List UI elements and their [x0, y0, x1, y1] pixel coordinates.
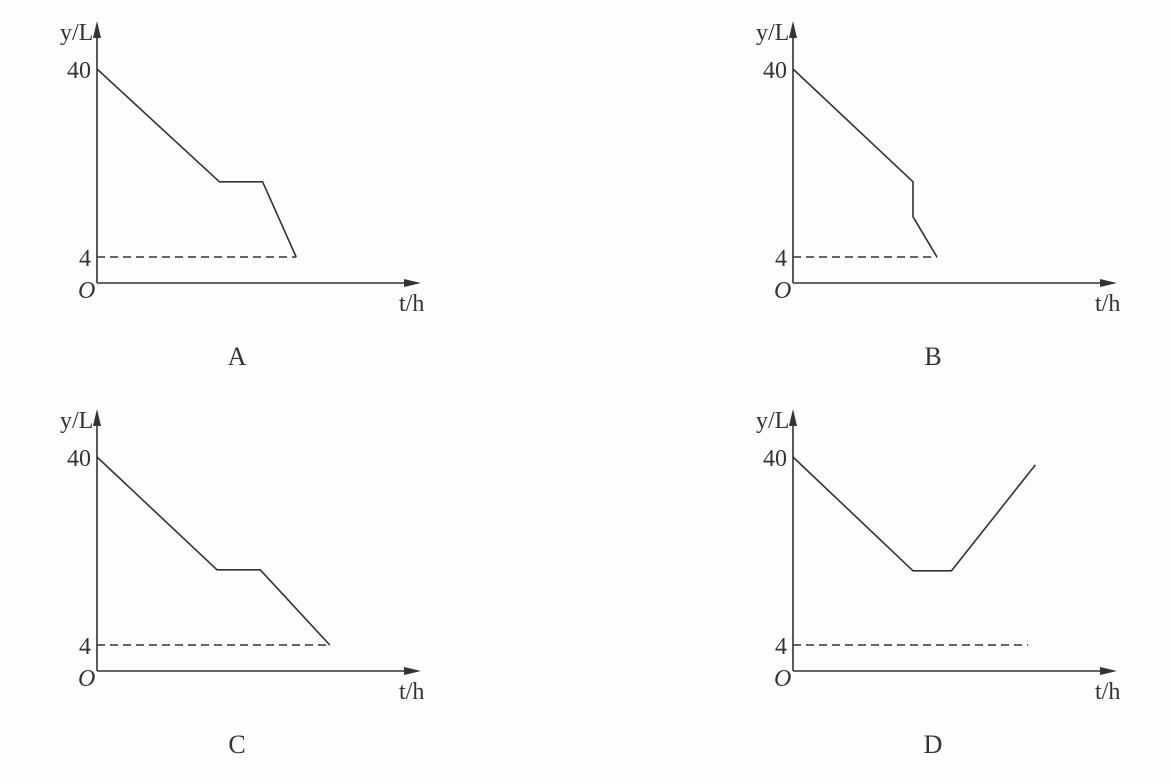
y-tick-label-4: 4: [775, 246, 787, 272]
chart-panel-d: y/L t/h O 40 4 D: [756, 408, 1120, 759]
series-line: [792, 68, 938, 258]
series-line: [792, 456, 1037, 572]
y-axis-label: y/L: [756, 408, 789, 434]
y-axis-arrow: [93, 409, 101, 426]
x-axis-label: t/h: [1095, 679, 1120, 705]
y-tick-label-4: 4: [775, 634, 787, 660]
y-tick-label-40: 40: [67, 446, 91, 472]
y-axis-label: y/L: [60, 408, 93, 434]
panel-label: A: [228, 342, 247, 371]
chart-panel-a: y/L t/h O 40 4 A: [60, 20, 424, 371]
y-axis-arrow: [789, 409, 797, 426]
y-axis-arrow: [789, 21, 797, 38]
y-tick-label-4: 4: [79, 634, 91, 660]
x-axis-label: t/h: [1095, 291, 1120, 317]
y-axis-label: y/L: [756, 20, 789, 46]
chart-panel-b: y/L t/h O 40 4 B: [756, 20, 1120, 371]
panel-label: C: [228, 730, 245, 759]
origin-label: O: [774, 278, 791, 304]
y-axis-label: y/L: [60, 20, 93, 46]
y-tick-label-40: 40: [67, 58, 91, 84]
y-tick-label-40: 40: [763, 58, 787, 84]
y-tick-label-4: 4: [79, 246, 91, 272]
x-axis-arrow: [1100, 667, 1117, 675]
origin-label: O: [774, 666, 791, 692]
panel-label: D: [924, 730, 943, 759]
x-axis-arrow: [404, 279, 421, 287]
panel-label: B: [924, 342, 941, 371]
series-line: [96, 68, 297, 258]
x-axis-label: t/h: [399, 291, 424, 317]
x-axis-arrow: [1100, 279, 1117, 287]
y-tick-label-40: 40: [763, 446, 787, 472]
origin-label: O: [78, 278, 95, 304]
x-axis-label: t/h: [399, 679, 424, 705]
series-line: [96, 456, 331, 646]
chart-panel-c: y/L t/h O 40 4 C: [60, 408, 424, 759]
x-axis-arrow: [404, 667, 421, 675]
y-axis-arrow: [93, 21, 101, 38]
origin-label: O: [78, 666, 95, 692]
